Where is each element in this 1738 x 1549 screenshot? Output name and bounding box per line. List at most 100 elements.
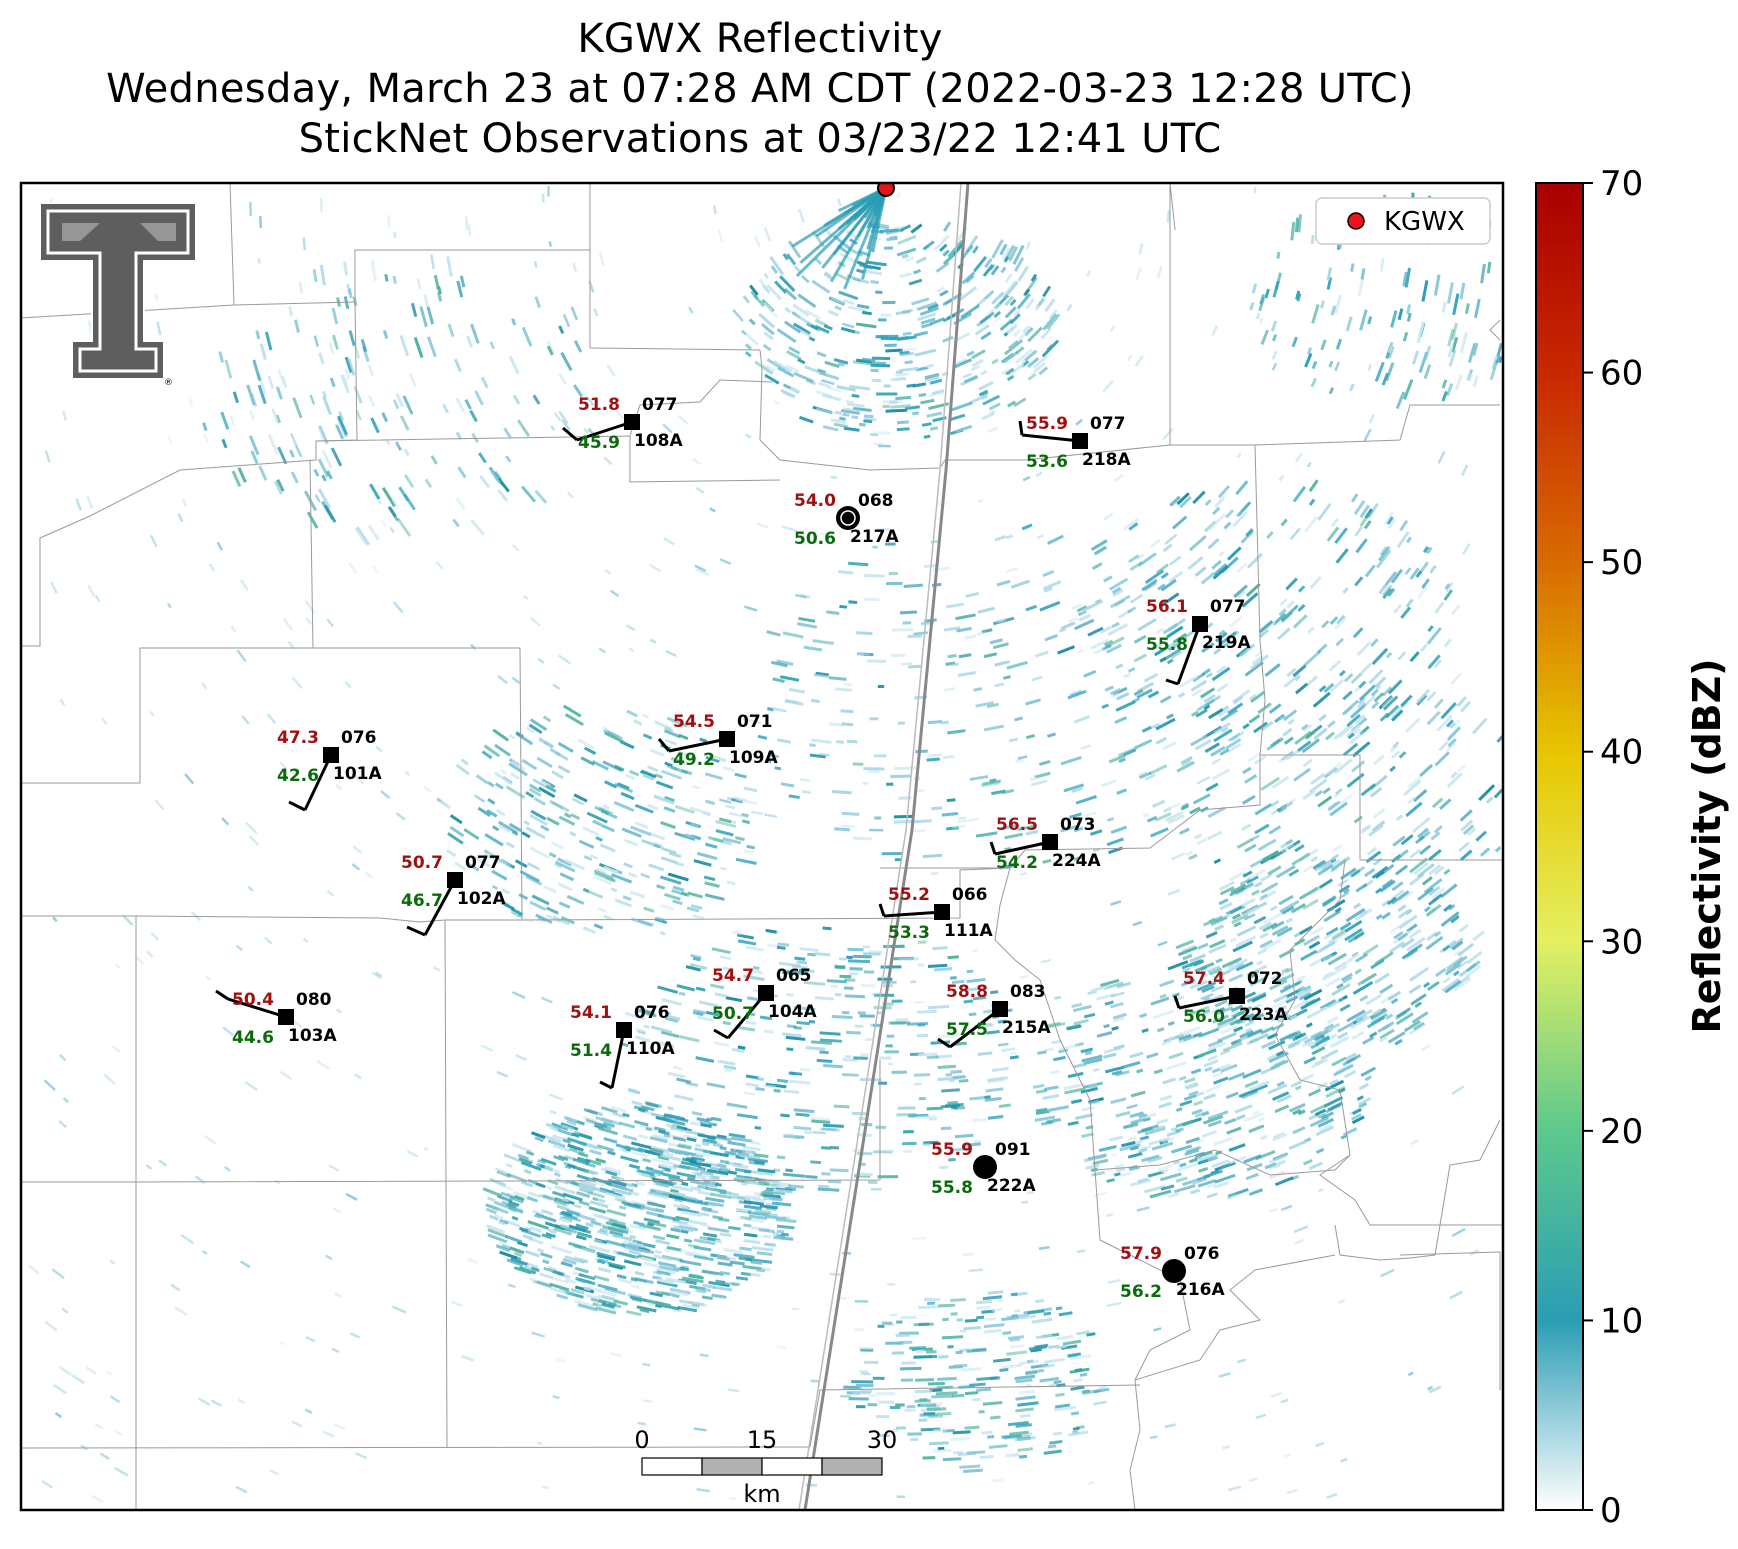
echo-pixel	[897, 234, 917, 245]
echo-pixel	[809, 743, 816, 748]
echo-pixel	[1381, 372, 1389, 386]
echo-pixel	[835, 272, 849, 281]
echo-pixel	[655, 1181, 670, 1188]
echo-pixel	[1089, 1099, 1100, 1105]
echo-pixel	[427, 336, 437, 358]
echo-pixel	[1451, 604, 1461, 616]
echo-pixel	[858, 422, 866, 427]
echo-pixel	[1117, 608, 1133, 619]
echo-pixel	[1359, 309, 1368, 331]
echo-pixel	[630, 1277, 638, 1283]
echo-pixel	[1275, 865, 1296, 879]
echo-pixel	[291, 676, 303, 690]
echo-pixel	[1370, 638, 1379, 648]
echo-pixel	[878, 1056, 892, 1060]
echo-pixel	[714, 992, 728, 998]
echo-pixel	[1442, 944, 1451, 952]
echo-pixel	[1242, 766, 1252, 775]
echo-pixel	[1025, 298, 1036, 310]
echo-pixel	[763, 1084, 777, 1089]
echo-pixel	[1190, 1068, 1202, 1075]
echo-pixel	[870, 1187, 882, 1191]
echo-pixel	[681, 768, 693, 776]
echo-pixel	[593, 1274, 610, 1282]
echo-pixel	[423, 785, 432, 793]
echo-pixel	[1258, 628, 1269, 639]
echo-pixel	[1009, 1430, 1029, 1436]
echo-pixel	[560, 351, 573, 372]
echo-pixel	[784, 1186, 797, 1192]
echo-pixel	[1218, 629, 1226, 636]
echo-pixel	[740, 329, 747, 336]
echo-pixel	[654, 842, 663, 848]
echo-pixel	[1391, 709, 1404, 722]
echo-pixel	[1047, 1105, 1069, 1113]
echo-pixel	[1270, 1010, 1289, 1022]
echo-pixel	[1137, 1126, 1153, 1134]
echo-pixel	[935, 1391, 958, 1396]
echo-pixel	[1302, 898, 1319, 911]
echo-pixel	[1352, 1108, 1362, 1116]
echo-pixel	[776, 945, 786, 950]
echo-pixel	[719, 558, 732, 565]
echo-pixel	[903, 583, 923, 588]
echo-pixel	[1120, 1171, 1133, 1177]
echo-pixel	[1317, 795, 1333, 808]
echo-pixel	[1471, 717, 1488, 735]
echo-pixel	[1015, 1423, 1032, 1428]
echo-pixel	[869, 717, 879, 721]
echo-pixel	[1057, 645, 1076, 655]
echo-pixel	[1071, 1098, 1083, 1104]
echo-pixel	[1271, 925, 1289, 936]
echo-pixel	[1316, 1147, 1325, 1154]
echo-pixel	[723, 1068, 733, 1073]
echo-pixel	[1450, 771, 1458, 779]
echo-pixel	[623, 862, 633, 869]
echo-pixel	[1306, 462, 1312, 468]
echo-pixel	[513, 1266, 532, 1275]
station-direction: 080	[296, 990, 332, 1010]
echo-pixel	[603, 1136, 618, 1144]
echo-pixel	[1518, 827, 1525, 834]
echo-pixel	[941, 811, 959, 817]
echo-pixel	[1176, 761, 1196, 773]
echo-pixel	[1351, 1030, 1365, 1040]
echo-pixel	[1379, 1028, 1395, 1040]
echo-pixel	[647, 1191, 669, 1200]
echo-pixel	[1103, 981, 1124, 990]
echo-pixel	[1459, 332, 1469, 354]
echo-pixel	[1055, 1392, 1065, 1398]
echo-pixel	[963, 1468, 983, 1473]
echo-pixel	[1323, 1096, 1344, 1108]
echo-pixel	[1158, 1101, 1172, 1109]
echo-pixel	[971, 948, 979, 953]
echo-pixel	[860, 984, 876, 988]
echo-pixel	[625, 1309, 642, 1317]
echo-pixel	[1111, 1070, 1123, 1076]
echo-pixel	[1352, 980, 1374, 995]
echo-pixel	[1387, 518, 1397, 530]
echo-pixel	[1330, 964, 1348, 977]
echo-pixel	[659, 1041, 675, 1049]
echo-pixel	[692, 956, 701, 962]
echo-pixel	[1067, 689, 1087, 700]
echo-pixel	[335, 424, 344, 440]
echo-pixel	[1387, 990, 1402, 1001]
echo-pixel	[616, 1251, 635, 1259]
